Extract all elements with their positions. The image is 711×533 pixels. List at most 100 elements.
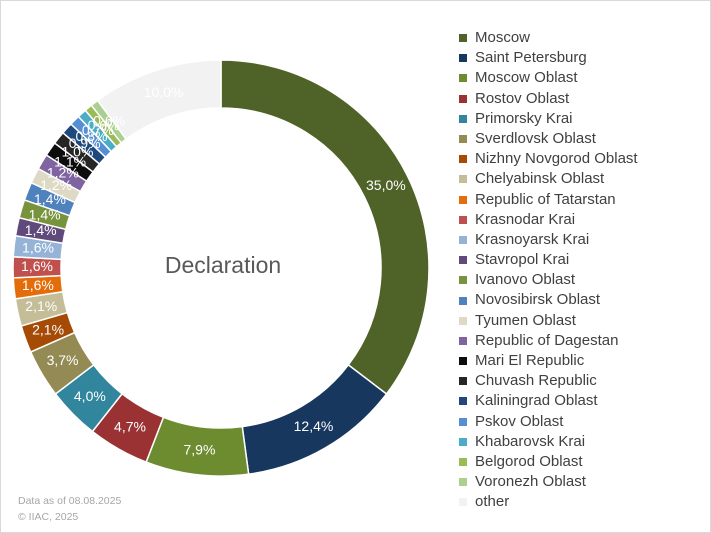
slice-label-voronezh-oblast: 0,6% [93,113,125,129]
legend-swatch [459,498,467,507]
legend-label: Saint Petersburg [475,49,587,67]
legend-item-primorsky-krai: Primorsky Krai [459,109,638,129]
legend-swatch [459,478,467,487]
legend-item-stavropol-krai: Stavropol Krai [459,250,638,270]
legend-item-tyumen-oblast: Tyumen Oblast [459,311,638,331]
legend-swatch [459,336,467,345]
slice-label-krasnodar-krai: 1,6% [21,258,53,274]
legend-item-republic-of-dagestan: Republic of Dagestan [459,331,638,351]
slice-label-kaliningrad-oblast: 0,9% [69,135,101,151]
slice-label-novosibirsk-oblast: 1,4% [34,191,66,207]
legend-label: Republic of Dagestan [475,331,619,349]
legend-item-pskov-oblast: Pskov Oblast [459,412,638,432]
slice-label-pskov-oblast: 0,8% [76,128,108,144]
legend-label: Krasnodar Krai [475,210,576,228]
slice-label-republic-of-tatarstan: 1,6% [22,277,54,293]
legend-label: Voronezh Oblast [475,473,586,491]
legend-label: Nizhny Novgorod Oblast [475,150,638,168]
slice-label-rostov-oblast: 4,7% [114,419,146,435]
legend-label: Sverdlovsk Oblast [475,129,596,147]
legend-swatch [459,316,467,325]
slice-moscow [220,59,430,396]
legend-swatch [459,377,467,386]
legend-label: Rostov Oblast [475,89,570,107]
legend-item-mari-el-republic: Mari El Republic [459,351,638,371]
slice-label-chuvash-republic: 1,0% [61,144,93,160]
chart-legend: Moscow Saint Petersburg Moscow Oblast Rosto… [459,28,638,513]
slice-label-stavropol-krai: 1,4% [25,222,57,238]
slice-label-other: 10,0% [144,84,184,100]
legend-item-novosibirsk-oblast: Novosibirsk Oblast [459,290,638,310]
legend-label: other [475,493,510,511]
legend-label: Pskov Oblast [475,412,564,430]
slice-label-krasnoyarsk-krai: 1,6% [22,239,54,255]
legend-item-saint-petersburg: Saint Petersburg [459,48,638,68]
legend-label: Chelyabinsk Oblast [475,170,605,188]
legend-swatch [459,135,467,144]
legend-item-rostov-oblast: Rostov Oblast [459,89,638,109]
legend-item-ivanovo-oblast: Ivanovo Oblast [459,270,638,290]
legend-item-kaliningrad-oblast: Kaliningrad Oblast [459,391,638,411]
legend-swatch [459,175,467,184]
legend-label: Mari El Republic [475,352,585,369]
legend-item-chuvash-republic: Chuvash Republic [459,371,638,391]
legend-swatch [459,397,467,406]
legend-swatch [459,215,467,224]
footer-copyright: © IIAC, 2025 [18,511,79,523]
legend-label: Republic of Tatarstan [475,190,616,208]
legend-item-nizhny-novgorod-oblast: Nizhny Novgorod Oblast [459,149,638,169]
slice-label-saint-petersburg: 12,4% [294,418,334,434]
legend-label: Novosibirsk Oblast [475,291,601,309]
legend-swatch [459,235,467,244]
legend-item-khabarovsk-krai: Khabarovsk Krai [459,432,638,452]
legend-label: Ivanovo Oblast [475,271,576,289]
legend-label: Moscow [475,29,531,46]
slice-label-khabarovsk-krai: 0,7% [82,122,114,138]
legend-label: Kaliningrad Oblast [475,392,598,410]
slice-label-republic-of-dagestan: 1,2% [47,165,79,181]
legend-swatch [459,458,467,467]
legend-label: Primorsky Krai [475,109,573,127]
legend-label: Chuvash Republic [475,372,597,390]
legend-swatch [459,54,467,63]
chart-center-label: Declaration [165,252,281,278]
slice-label-mari-el-republic: 1,1% [54,153,86,169]
slice-label-chelyabinsk-oblast: 2,1% [25,298,57,314]
slice-label-primorsky-krai: 4,0% [74,388,106,404]
legend-swatch [459,276,467,285]
legend-swatch [459,437,467,446]
legend-swatch [459,155,467,164]
legend-item-belgorod-oblast: Belgorod Oblast [459,452,638,472]
legend-item-moscow-oblast: Moscow Oblast [459,68,638,88]
footer-date: Data as of 08.08.2025 [18,495,122,507]
legend-item-krasnoyarsk-krai: Krasnoyarsk Krai [459,230,638,250]
legend-swatch [459,94,467,103]
legend-swatch [459,256,467,265]
legend-item-republic-of-tatarstan: Republic of Tatarstan [459,190,638,210]
legend-label: Moscow Oblast [475,69,578,87]
legend-item-moscow: Moscow [459,28,638,48]
legend-item-other: other [459,492,638,512]
legend-item-voronezh-oblast: Voronezh Oblast [459,472,638,492]
slice-label-belgorod-oblast: 0,6% [88,117,120,133]
slice-label-ivanovo-oblast: 1,4% [29,206,61,222]
slice-label-moscow: 35,0% [366,177,406,193]
legend-item-krasnodar-krai: Krasnodar Krai [459,210,638,230]
legend-label: Tyumen Oblast [475,311,576,329]
slice-label-moscow-oblast: 7,9% [183,441,215,457]
slice-label-tyumen-oblast: 1,2% [40,177,72,193]
legend-swatch [459,195,467,204]
slice-other [96,59,222,141]
legend-item-sverdlovsk-oblast: Sverdlovsk Oblast [459,129,638,149]
legend-swatch [459,296,467,305]
legend-swatch [459,417,467,426]
legend-swatch [459,74,467,83]
legend-label: Krasnoyarsk Krai [475,230,590,248]
legend-label: Belgorod Oblast [475,452,583,470]
legend-item-chelyabinsk-oblast: Chelyabinsk Oblast [459,169,638,189]
legend-label: Khabarovsk Krai [475,432,586,450]
slice-label-sverdlovsk-oblast: 3,7% [47,352,79,368]
slice-label-nizhny-novgorod-oblast: 2,1% [32,322,64,338]
